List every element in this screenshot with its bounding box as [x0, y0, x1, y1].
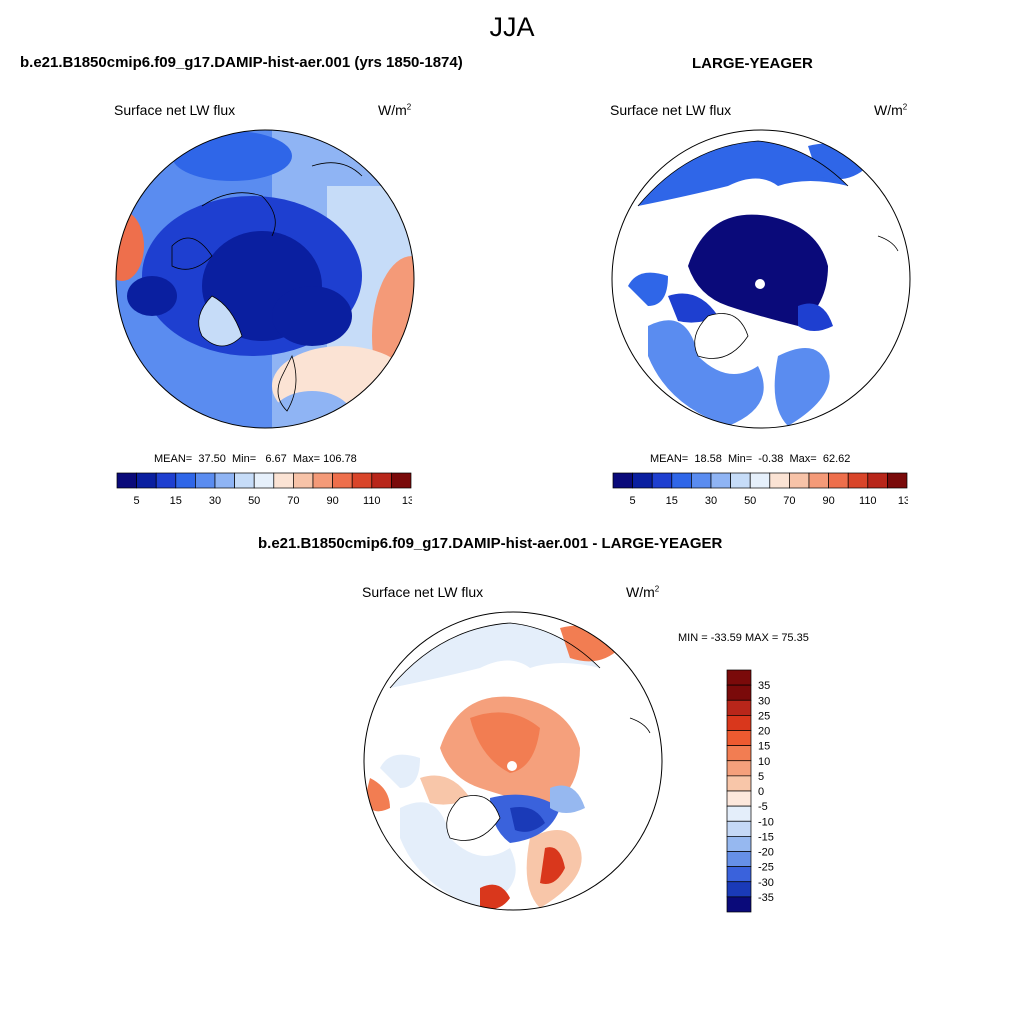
colorbar-swatch	[651, 472, 673, 489]
colorbar-swatch	[116, 472, 137, 489]
colorbar-tick-label: 35	[758, 680, 770, 692]
colorbar-swatch	[726, 745, 752, 762]
colorbar-swatch	[726, 715, 752, 731]
colorbar-swatch	[293, 472, 314, 489]
colorbar-swatch	[808, 472, 829, 489]
colorbar-swatch	[769, 472, 790, 489]
colorbar-tick-label: -5	[758, 801, 768, 813]
page-title: JJA	[489, 12, 535, 42]
panel-2-polar-map	[611, 129, 911, 429]
panel-1-title: b.e21.B1850cmip6.f09_g17.DAMIP-hist-aer.…	[20, 54, 463, 71]
colorbar-tick-label: 50	[248, 495, 260, 507]
panel-1-colorbar: 5 15 30 50 70 90 110 130	[116, 472, 412, 507]
colorbar-swatch	[234, 472, 255, 489]
colorbar-swatch	[726, 699, 752, 716]
colorbar-tick-label: -30	[758, 877, 774, 889]
colorbar-tick-label: 30	[705, 495, 717, 507]
colorbar-tick-label: 15	[758, 741, 770, 753]
colorbar-swatch	[273, 472, 294, 489]
panel-3-colorbar: 35 30 25 20 15 10 5 0 -5 -10 -15 -20 -25 -30 -35	[726, 669, 774, 913]
panel-3-polar-map	[363, 611, 663, 911]
colorbar-swatch	[726, 790, 752, 807]
colorbar-tick-label: 25	[758, 710, 770, 722]
colorbar-swatch	[671, 472, 692, 489]
panel-1-variable-label: Surface net LW flux	[114, 102, 236, 118]
colorbar-tick-label: 130	[402, 495, 412, 507]
panel-2-units: W/m2	[874, 102, 908, 118]
panel-2-stats: MEAN= 18.58 Min= -0.38 Max= 62.62	[650, 453, 851, 465]
colorbar-swatch	[867, 472, 888, 489]
panel-3-variable-label: Surface net LW flux	[362, 584, 484, 600]
colorbar-swatch	[710, 472, 731, 489]
colorbar-tick-label: 10	[758, 756, 770, 768]
panel-3-minmax: MIN = -33.59 MAX = 75.35	[678, 632, 809, 644]
colorbar-swatch	[726, 820, 752, 837]
colorbar-swatch	[175, 472, 196, 489]
colorbar-tick-label: 110	[859, 495, 877, 507]
colorbar-tick-label: -20	[758, 847, 774, 859]
panel-1-stats: MEAN= 37.50 Min= 6.67 Max= 106.78	[154, 453, 357, 465]
colorbar-swatch	[828, 472, 849, 489]
colorbar-swatch	[691, 472, 712, 489]
colorbar-swatch	[726, 805, 752, 822]
colorbar-swatch	[789, 472, 810, 489]
colorbar-swatch	[847, 472, 869, 489]
colorbar-swatch	[312, 472, 333, 489]
colorbar-swatch	[726, 730, 752, 746]
panel-2-title: LARGE-YEAGER	[692, 55, 813, 72]
colorbar-swatch	[726, 775, 752, 792]
colorbar-tick-label: 5	[134, 495, 140, 507]
colorbar-tick-label: 0	[758, 786, 764, 798]
colorbar-tick-label: 70	[287, 495, 299, 507]
colorbar-swatch	[214, 472, 235, 489]
panel-1-polar-map	[115, 129, 415, 429]
colorbar-swatch	[726, 684, 752, 701]
colorbar-swatch	[749, 472, 771, 489]
colorbar-tick-label: 30	[209, 495, 221, 507]
colorbar-swatch	[726, 881, 752, 898]
colorbar-tick-label: -25	[758, 862, 774, 874]
colorbar-swatch	[726, 760, 752, 777]
colorbar-tick-label: 90	[822, 495, 834, 507]
colorbar-tick-label: 50	[744, 495, 756, 507]
colorbar-swatch	[726, 836, 752, 852]
colorbar-swatch	[351, 472, 373, 489]
panel-3-units: W/m2	[626, 584, 660, 600]
colorbar-tick-label: -15	[758, 831, 774, 843]
panel-3-title: b.e21.B1850cmip6.f09_g17.DAMIP-hist-aer.…	[258, 535, 723, 552]
colorbar-tick-label: -35	[758, 892, 774, 904]
colorbar-swatch	[632, 472, 653, 489]
colorbar-tick-label: 110	[363, 495, 381, 507]
colorbar-swatch	[726, 896, 752, 913]
panel-2-colorbar: 5 15 30 50 70 90 110 130	[612, 472, 908, 507]
colorbar-swatch	[726, 669, 752, 686]
panel-2-variable-label: Surface net LW flux	[610, 102, 732, 118]
colorbar-swatch	[887, 472, 908, 489]
colorbar-swatch	[730, 472, 751, 489]
colorbar-swatch	[612, 472, 633, 489]
colorbar-swatch	[136, 472, 157, 489]
colorbar-tick-label: 5	[630, 495, 636, 507]
colorbar-swatch	[253, 472, 275, 489]
colorbar-tick-label: 30	[758, 695, 770, 707]
colorbar-tick-label: 5	[758, 771, 764, 783]
colorbar-swatch	[195, 472, 216, 489]
colorbar-tick-label: 130	[898, 495, 908, 507]
colorbar-tick-label: -10	[758, 816, 774, 828]
colorbar-tick-label: 70	[783, 495, 795, 507]
colorbar-swatch	[371, 472, 392, 489]
colorbar-tick-label: 15	[170, 495, 182, 507]
colorbar-tick-label: 90	[326, 495, 338, 507]
colorbar-swatch	[726, 866, 752, 883]
colorbar-tick-label: 15	[666, 495, 678, 507]
colorbar-swatch	[155, 472, 177, 489]
colorbar-swatch	[391, 472, 412, 489]
colorbar-swatch	[726, 851, 752, 867]
colorbar-swatch	[332, 472, 353, 489]
panel-1-units: W/m2	[378, 102, 412, 118]
colorbar-tick-label: 20	[758, 726, 770, 738]
